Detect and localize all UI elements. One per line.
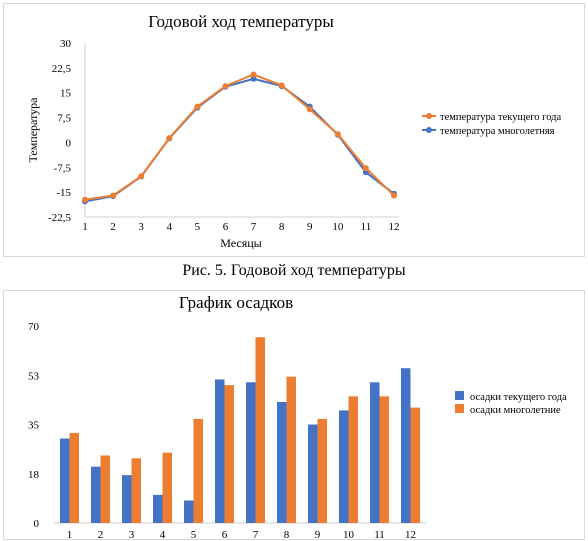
legend-label-2: осадки многолетние <box>470 405 561 416</box>
data-point-1 <box>110 192 117 199</box>
temperature-chart: Годовой ход температуры 30 22,5 15 7,5 0 -7,5-… <box>3 3 585 257</box>
y-tick-label: -22,5 <box>48 212 71 224</box>
x-tick-label: 12 <box>405 529 416 541</box>
bar-series-1 <box>401 368 411 523</box>
y-tick-label: 70 <box>28 321 40 333</box>
bar-series-2 <box>193 418 203 523</box>
bar-series-1 <box>246 382 256 523</box>
bar-series-1 <box>277 401 287 523</box>
x-tick-label: 6 <box>222 529 228 541</box>
legend-marker-1 <box>426 113 432 119</box>
bar-series-1 <box>122 475 132 523</box>
precipitation-chart: График осадков 70 53 35 18 0 1 2 3 4 5 6 7 8 9 10 11 12 ос… <box>3 290 585 541</box>
legend-label-1: осадки текущего года <box>470 392 567 403</box>
x-tick-label: 1 <box>67 529 73 541</box>
x-tick-label: 9 <box>307 221 313 233</box>
legend-swatch-2 <box>455 404 464 413</box>
y-tick-label: -15 <box>56 187 71 199</box>
x-tick-label: 1 <box>82 221 88 233</box>
data-point-1 <box>82 196 88 203</box>
x-tick-label: 8 <box>279 221 285 233</box>
y-tick-label: 0 <box>34 518 40 530</box>
x-tick-label: 5 <box>191 529 197 541</box>
x-tick-label: 4 <box>167 221 173 233</box>
bar-series-2 <box>348 396 358 523</box>
y-tick-label: 15 <box>60 88 72 100</box>
bar-series-2 <box>224 385 234 523</box>
data-point-1 <box>138 173 145 180</box>
x-tick-label: 2 <box>98 529 104 541</box>
x-tick-label: 10 <box>343 529 355 541</box>
x-tick-label: 5 <box>195 221 201 233</box>
y-tick-label: 30 <box>60 38 72 50</box>
x-tick-label: 9 <box>315 529 321 541</box>
bar-series-1 <box>308 424 318 523</box>
x-axis-title: Месяцы <box>220 236 261 250</box>
bar-series-1 <box>339 410 349 523</box>
x-tick-label: 3 <box>129 529 135 541</box>
data-point-1 <box>391 192 397 199</box>
bar-series-2 <box>255 337 265 523</box>
bar-series-2 <box>379 396 389 523</box>
data-point-1 <box>362 165 369 172</box>
bar-series-2 <box>100 455 110 523</box>
data-point-1 <box>250 71 257 78</box>
x-tick-label: 12 <box>389 221 400 233</box>
data-point-1 <box>194 103 201 110</box>
x-tick-label: 7 <box>253 529 259 541</box>
y-tick-label: 0 <box>66 137 72 149</box>
temperature-chart-svg: Годовой ход температуры3022,5157,50-7,5-… <box>26 12 561 250</box>
bar-series-1 <box>215 379 225 523</box>
bar-series-2 <box>162 452 172 523</box>
bar-series-2 <box>410 407 420 523</box>
x-tick-label: 7 <box>251 221 257 233</box>
x-tick-label: 4 <box>160 529 166 541</box>
y-tick-label: 22,5 <box>52 63 72 75</box>
series-line-1 <box>84 73 395 201</box>
x-tick-label: 6 <box>223 221 229 233</box>
bar-series-1 <box>370 382 380 523</box>
data-point-1 <box>222 83 229 90</box>
data-point-2 <box>250 75 257 82</box>
y-tick-label: 53 <box>28 370 40 382</box>
bar-series-2 <box>317 418 327 523</box>
x-tick-label: 2 <box>110 221 116 233</box>
y-tick-label: -7,5 <box>54 162 72 174</box>
legend-marker-2 <box>426 127 432 133</box>
x-tick-label: 11 <box>374 529 385 541</box>
y-tick-label: 7,5 <box>57 113 71 125</box>
bar-series-2 <box>286 376 296 523</box>
data-point-1 <box>278 82 285 89</box>
x-tick-label: 8 <box>284 529 290 541</box>
legend-swatch-1 <box>455 391 464 400</box>
legend-label-2: температура многолетняя <box>440 126 555 137</box>
chart-title: Годовой ход температуры <box>148 12 334 31</box>
chart-title: График осадков <box>179 293 293 312</box>
data-point-1 <box>166 135 173 142</box>
y-tick-label: 18 <box>28 469 40 481</box>
figure-caption: Рис. 5. Годовой ход температуры <box>182 262 406 279</box>
data-point-1 <box>334 131 341 138</box>
bar-series-2 <box>131 458 141 523</box>
bar-series-2 <box>69 432 79 523</box>
bar-series-1 <box>91 466 101 523</box>
x-tick-label: 10 <box>332 221 344 233</box>
bar-series-1 <box>153 494 163 523</box>
y-tick-label: 35 <box>28 420 40 432</box>
x-tick-label: 11 <box>361 221 372 233</box>
data-point-1 <box>306 106 313 113</box>
x-tick-label: 3 <box>138 221 144 233</box>
bar-series-1 <box>60 438 70 523</box>
y-axis-title: Температура <box>26 97 40 163</box>
bar-series-1 <box>184 500 194 523</box>
legend-label-1: температура текущего года <box>440 112 561 123</box>
